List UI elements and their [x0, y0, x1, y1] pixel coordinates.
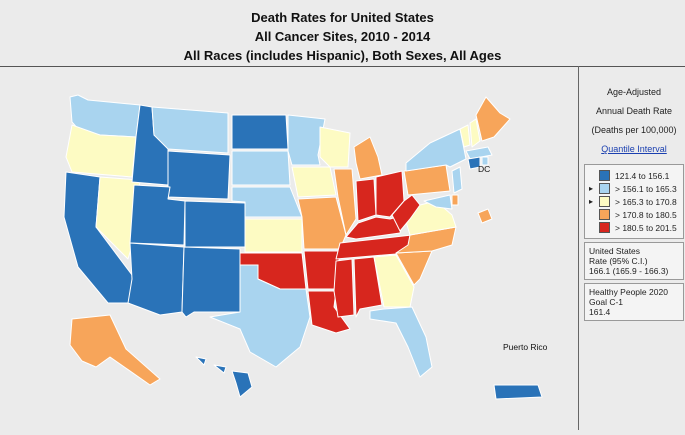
hp-value: 161.4: [589, 307, 611, 317]
legend-heading-age: Age-Adjusted: [606, 87, 662, 97]
state-mi[interactable]: [353, 136, 383, 180]
legend-classes: 121.4 to 156.1 ▸ > 156.1 to 165.3 ▸ > 16…: [584, 164, 684, 239]
hp-goal: Goal C-1: [589, 297, 624, 307]
us-rate-value: 166.1 (165.9 - 166.3): [589, 266, 669, 276]
state-me[interactable]: [475, 96, 511, 142]
map-subtitle-population: All Races (includes Hispanic), Both Sexe…: [183, 48, 502, 63]
dc-label: DC: [478, 164, 491, 174]
legend-heading-units: (Deaths per 100,000): [591, 125, 677, 135]
state-az[interactable]: [127, 242, 185, 316]
state-mt[interactable]: [151, 106, 229, 154]
us-choropleth-map[interactable]: [0, 67, 578, 430]
legend-swatch: [599, 183, 610, 194]
legend-class-label: > 170.8 to 180.5: [615, 209, 677, 220]
legend-class-label: > 156.1 to 165.3: [615, 183, 677, 194]
pointer-arrow-icon: ▸: [589, 184, 594, 193]
legend-swatch: [599, 209, 610, 220]
state-nh[interactable]: [469, 118, 481, 148]
frame-top-border: [0, 66, 685, 67]
state-ma[interactable]: [465, 146, 493, 160]
state-nd[interactable]: [231, 114, 289, 150]
map-title: Death Rates for United States: [251, 10, 434, 25]
pointer-arrow-icon: ▸: [589, 197, 594, 206]
legend-swatch: [599, 170, 610, 181]
legend-panel: Age-Adjusted Annual Death Rate (Deaths p…: [584, 67, 684, 430]
legend-class-label: > 165.3 to 170.8: [615, 196, 677, 207]
quantile-interval-link[interactable]: Quantile Interval: [601, 144, 667, 154]
map-canvas[interactable]: [0, 67, 578, 430]
state-ga[interactable]: [373, 254, 415, 308]
state-ks[interactable]: [244, 218, 303, 253]
state-nj[interactable]: [451, 166, 463, 194]
state-ct[interactable]: [467, 156, 481, 170]
state-wv[interactable]: [391, 194, 421, 232]
state-mo[interactable]: [297, 196, 347, 250]
state-ms[interactable]: [333, 258, 355, 318]
state-in[interactable]: [355, 178, 377, 222]
state-al[interactable]: [353, 256, 383, 318]
state-ne[interactable]: [231, 186, 303, 218]
map-subtitle-sites: All Cancer Sites, 2010 - 2014: [254, 29, 431, 44]
us-rate-box: United States Rate (95% C.I.) 166.1 (165…: [584, 242, 684, 280]
hp-title: Healthy People 2020: [589, 287, 668, 297]
state-ny[interactable]: [405, 128, 467, 172]
puerto-rico-label: Puerto Rico: [503, 342, 548, 352]
state-ri[interactable]: [481, 156, 489, 166]
state-co[interactable]: [184, 200, 246, 248]
state-hi[interactable]: [195, 356, 253, 398]
legend-class-2[interactable]: ▸ > 156.1 to 165.3: [589, 182, 679, 195]
state-il[interactable]: [333, 168, 357, 236]
title-block: Death Rates for United States All Cancer…: [0, 8, 685, 65]
legend-swatch: [599, 196, 610, 207]
legend-class-1[interactable]: 121.4 to 156.1: [589, 169, 679, 182]
state-nm[interactable]: [181, 246, 241, 318]
us-rate-label: Rate (95% C.I.): [589, 256, 648, 266]
state-tx[interactable]: [209, 264, 311, 368]
state-wi[interactable]: [319, 126, 351, 168]
legend-heading-rate: Annual Death Rate: [595, 106, 673, 116]
state-mn[interactable]: [287, 114, 326, 166]
state-ak[interactable]: [69, 314, 161, 386]
state-de[interactable]: [451, 194, 459, 206]
legend-heading: Age-Adjusted Annual Death Rate (Deaths p…: [584, 83, 684, 140]
state-fl[interactable]: [369, 306, 433, 378]
state-dc[interactable]: [477, 208, 493, 224]
us-rate-title: United States: [589, 246, 641, 256]
state-pr[interactable]: [493, 384, 543, 400]
state-vt[interactable]: [459, 124, 471, 148]
legend-class-5[interactable]: > 180.5 to 201.5: [589, 221, 679, 234]
state-ia[interactable]: [291, 166, 337, 198]
legend-swatch: [599, 222, 610, 233]
state-wy[interactable]: [167, 150, 231, 200]
legend-divider: [578, 66, 579, 430]
state-md[interactable]: [423, 194, 453, 210]
legend-class-4[interactable]: > 170.8 to 180.5: [589, 208, 679, 221]
legend-class-label: > 180.5 to 201.5: [615, 222, 677, 233]
healthy-people-box: Healthy People 2020 Goal C-1 161.4: [584, 283, 684, 321]
legend-class-label: 121.4 to 156.1: [615, 170, 670, 181]
legend-class-3[interactable]: ▸ > 165.3 to 170.8: [589, 195, 679, 208]
state-sd[interactable]: [231, 150, 291, 186]
